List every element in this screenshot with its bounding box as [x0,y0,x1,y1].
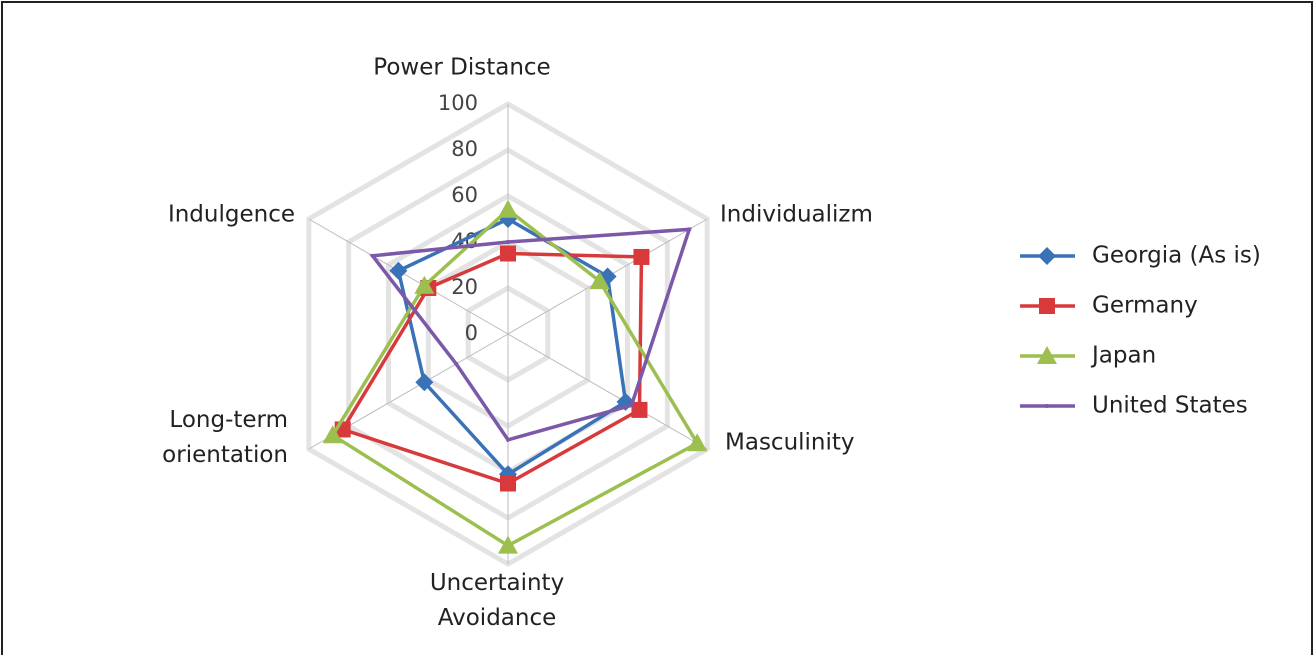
r-tick-label: 20 [451,275,478,299]
data-point [454,361,459,366]
r-tick-label: 100 [438,91,478,115]
data-point [322,425,343,444]
axis-label: Individualizm [720,202,873,228]
data-point [506,437,510,442]
legend-marker [1037,346,1057,364]
data-point [687,227,692,232]
r-tick-label: 0 [465,321,478,345]
r-tick-label: 60 [451,183,478,207]
legend-marker [1039,298,1055,314]
legend-label: Germany [1092,293,1198,319]
legend-label: Georgia (As is) [1092,243,1261,269]
legend-label: Japan [1090,343,1156,369]
data-point [629,403,634,408]
legend-label: United States [1092,393,1248,419]
data-point [633,248,650,265]
data-point [389,261,408,280]
data-point [506,240,510,244]
data-point [500,245,516,262]
axis-label: Masculinity [725,430,855,456]
legend-marker [1038,247,1056,265]
axis-label: Long-term orientation [162,407,288,468]
data-point [414,275,435,294]
axis-label: Uncertainty Avoidance [430,570,564,631]
data-point [631,401,648,418]
data-point [687,433,708,452]
data-point [500,475,516,492]
data-point [498,199,518,218]
data-point [498,535,518,554]
spoke [507,333,708,450]
axis-label: Power Distance [373,55,550,81]
data-point [415,373,434,392]
spoke [308,218,509,335]
r-tick-label: 80 [451,137,478,161]
data-point [370,253,375,258]
axis-label: Indulgence [168,202,295,228]
data-point [589,271,610,290]
legend-marker [1045,404,1049,408]
